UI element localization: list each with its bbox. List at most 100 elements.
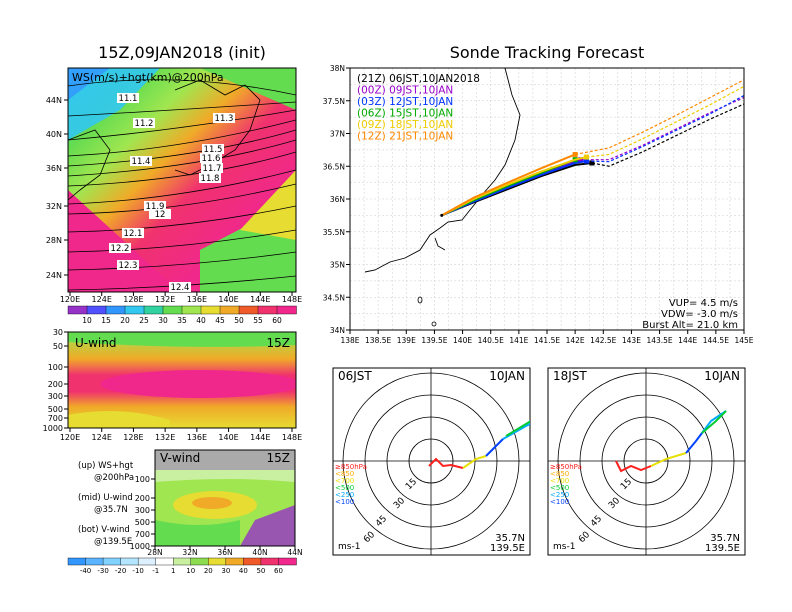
legend-entry: (12Z) 21JST,10JAN (357, 131, 453, 143)
hodograph-trace (650, 452, 687, 467)
y-tick-label: 37N (330, 130, 345, 139)
u-wind-label: U-wind (75, 336, 116, 350)
x-tick-label: 140.5E (478, 336, 504, 345)
note-up: (up) WS+hgt (78, 461, 134, 471)
u-wind-time: 15Z (267, 336, 291, 350)
sonde-tracking-panel: Sonde Tracking Forecast 138E 138.5E 139E 13… (323, 43, 754, 345)
map-overlay-label: WS(m/s)+hgt(km)@200hPa (72, 71, 224, 84)
colorbar-swatch (85, 557, 104, 566)
colorbar-swatch (200, 305, 221, 315)
track-dashed (580, 96, 744, 161)
contour-label-bg (109, 243, 131, 253)
colorbar-tick: 20 (204, 567, 213, 575)
ws-height-map-panel: 15Z,09JAN2018 (init) (46, 43, 302, 325)
x-tick-label: 128E (123, 433, 143, 442)
side-notes: (up) WS+hgt @200hPa (mid) U-wind @35.7N … (78, 461, 134, 547)
x-tick-label: 148E (282, 295, 302, 304)
legend-entry: (21Z) 06JST,10JAN2018 (357, 73, 480, 85)
hodograph-trace (685, 432, 703, 454)
y-tick-label: 24N (46, 271, 62, 280)
colorbar-tick: 25 (139, 316, 149, 325)
x-tick-label: 120E (60, 433, 80, 442)
contour-label: 11.5 (204, 145, 223, 155)
param-vdw: VDW= -3.0 m/s (661, 309, 738, 320)
colorbar-swatch (276, 305, 297, 315)
hodo-legend-entry: <850 (550, 470, 569, 478)
x-tick-label: 132E (155, 295, 175, 304)
colorbar-tick: 45 (215, 316, 225, 325)
contour-label-bg (200, 153, 222, 163)
colorbar-tick: 35 (177, 316, 187, 325)
hodograph-trace (485, 438, 504, 457)
hodograph-trace (428, 457, 464, 469)
colorbar-tick: 30 (221, 567, 230, 575)
hodo-legend-entry: <100 (335, 498, 354, 506)
y-tick-label: 1000 (130, 542, 150, 551)
y-tick-label: 200 (48, 380, 63, 389)
hodograph-trace (701, 410, 727, 434)
hodo-time-label: 06JST (338, 369, 372, 383)
hodo-lat: 35.7N (710, 533, 740, 544)
hodo-legend-entry: <700 (335, 477, 354, 485)
contour-label-bg (201, 163, 223, 173)
coastline (364, 68, 521, 327)
y-tick-label: 500 (135, 518, 150, 527)
legend-entry: (09Z) 18JST,10JAN (357, 119, 453, 131)
colorbar-tick: 30 (158, 316, 168, 325)
x-tick-label: 136E (187, 433, 207, 442)
legend-entry: (03Z) 12JST,10JAN (357, 96, 453, 108)
y-tick-label: 36N (46, 164, 62, 173)
hodo-legend-entry: ≥850hPa (335, 463, 367, 471)
note-mid2: @35.7N (94, 505, 128, 515)
hodo-legend-entry: <500 (550, 484, 569, 492)
colorbar-swatch (208, 557, 227, 566)
hodo-legend-entry: <500 (335, 484, 354, 492)
colorbar-tick: 55 (253, 316, 263, 325)
hodo-legend-entry: ≥850hPa (550, 463, 582, 471)
launch-point (440, 213, 444, 217)
colorbar-swatch (219, 305, 240, 315)
contour-label: 11.8 (201, 174, 220, 184)
x-tick-label: 136E (187, 295, 207, 304)
colorbar-tick: 1 (171, 567, 175, 575)
colorbar-swatch (243, 557, 262, 566)
track-dashed (586, 85, 744, 158)
note-up2: @200hPa (94, 473, 134, 483)
hodograph-plot (548, 368, 745, 555)
colorbar-tick: 60 (274, 567, 283, 575)
track-dashed (591, 103, 744, 167)
y-tick-label: 28N (46, 236, 62, 245)
colorbar-swatch (67, 305, 88, 315)
contour-label: 12.3 (119, 261, 138, 271)
track-dashed (586, 94, 744, 163)
colorbar-swatch (102, 557, 122, 566)
x-tick-label: 36N (217, 548, 232, 557)
colorbar-tick: -40 (80, 567, 91, 575)
colorbar-swatch (162, 305, 183, 315)
y-tick-label: 38N (330, 64, 345, 73)
legend-entry: (00Z) 09JST,10JAN (357, 85, 453, 97)
y-tick-label: 200 (135, 494, 150, 503)
param-burst: Burst Alt= 21.0 km (642, 320, 738, 331)
v-wind-time: 15Z (267, 451, 291, 465)
colorbar-tick: 50 (256, 567, 265, 575)
colorbar-tick: -30 (97, 567, 108, 575)
colorbar-swatch (257, 305, 278, 315)
hodo-legend-entry: <700 (550, 477, 569, 485)
colorbar-tick: -10 (132, 567, 143, 575)
param-vup: VUP= 4.5 m/s (669, 298, 738, 309)
contour-label-bg (169, 282, 191, 292)
x-tick-label: 148E (282, 433, 302, 442)
contour-label: 12 (155, 210, 166, 220)
colorbar-swatch (120, 557, 139, 566)
colorbar-tick: 60 (272, 316, 282, 325)
contour-labels: 11.1 11.2 11.3 11.4 11.511.611.711.8 11.912 12… (109, 93, 235, 293)
note-mid: (mid) U-wind (78, 493, 133, 503)
hodograph-trace (701, 410, 727, 434)
colorbar-swatch (278, 557, 297, 566)
y-tick-label: 700 (48, 414, 63, 423)
y-tick-label: 34N (330, 326, 345, 335)
x-tick-label: 44N (287, 548, 302, 557)
x-tick-label: 140E (453, 336, 472, 345)
